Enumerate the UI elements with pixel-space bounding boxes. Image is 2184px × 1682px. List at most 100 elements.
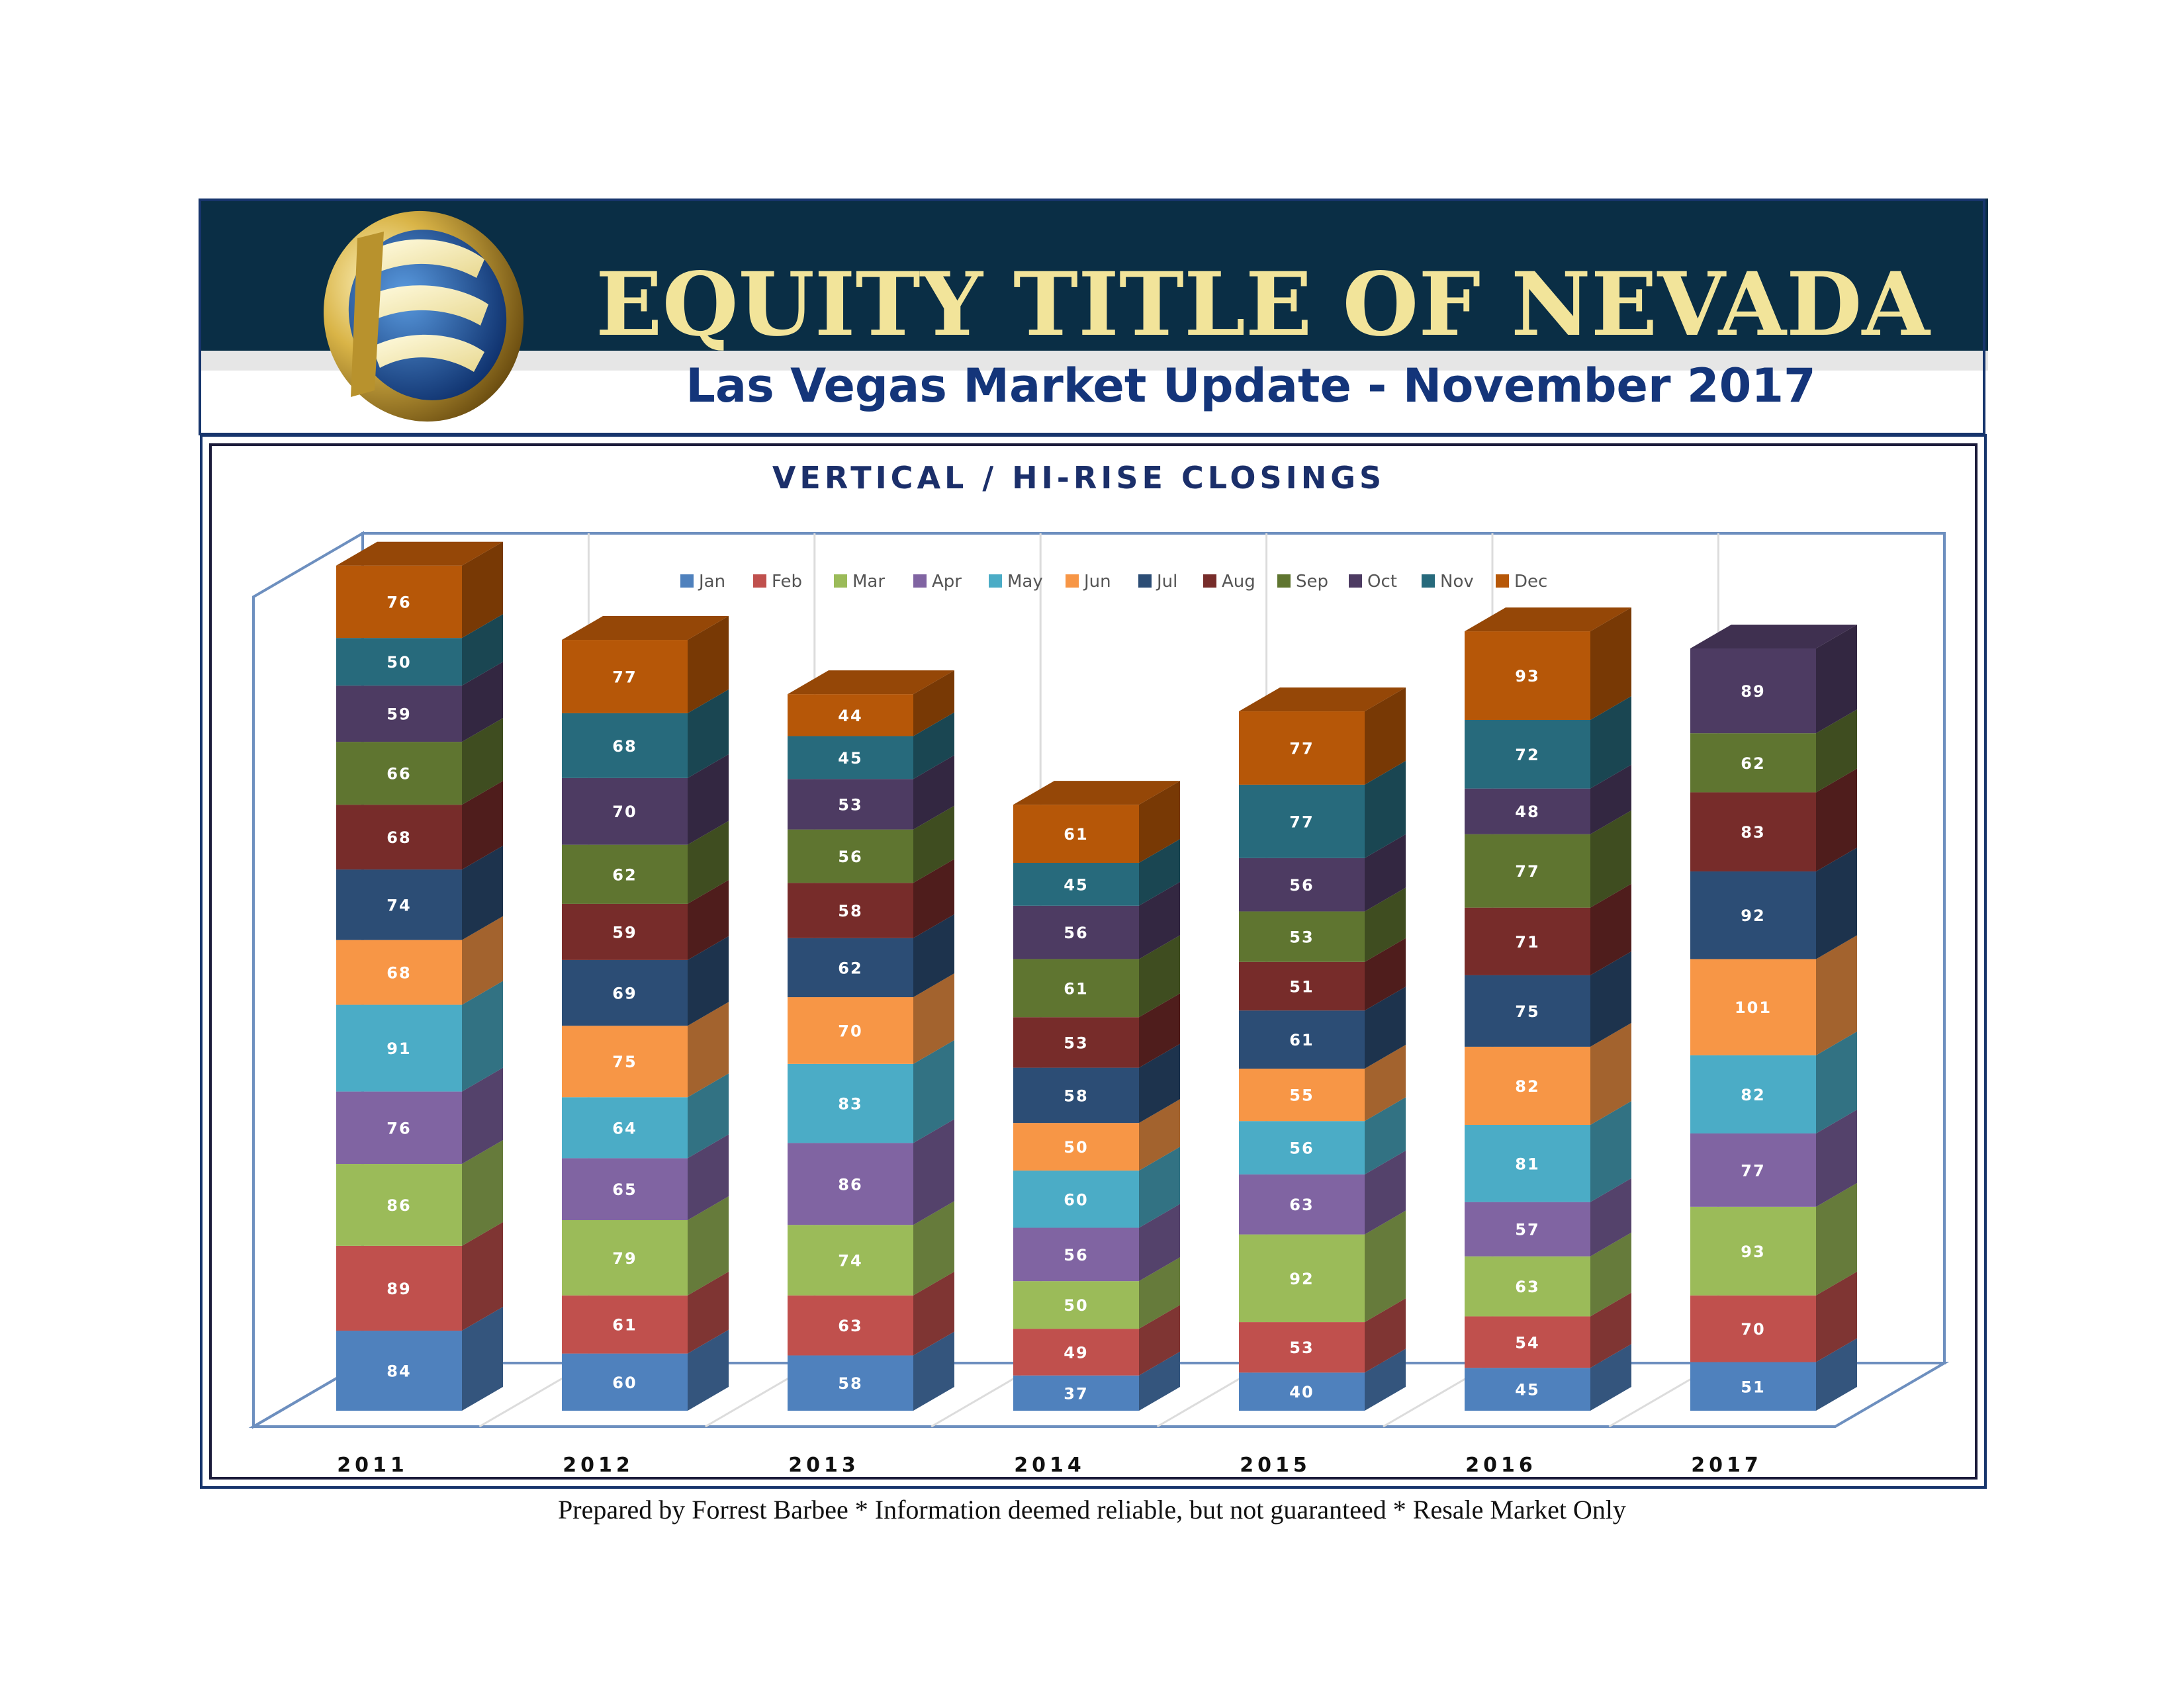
data-label: 37: [1064, 1384, 1088, 1403]
bar-segment-side: [913, 859, 954, 938]
bar-segment: [1239, 858, 1365, 912]
data-label: 56: [1289, 1139, 1314, 1158]
data-label: 62: [612, 865, 637, 884]
bar-segment: [336, 805, 462, 870]
data-label: 40: [1289, 1383, 1314, 1401]
bar-segment: [1239, 1322, 1365, 1373]
bar-segment: [562, 903, 688, 960]
bar-segment-side: [1816, 768, 1857, 871]
bar-segment-side: [688, 820, 729, 904]
data-label: 50: [387, 653, 411, 672]
bar-segment: [336, 638, 462, 686]
chart-bars: 84 89 86 76 91 68 74 68 66 59 50 76 60 61 79 65 64 75 69 59…: [336, 541, 1857, 1411]
data-label: 84: [387, 1362, 411, 1381]
bar-segment-side: [1139, 1204, 1180, 1282]
bar-segment: [788, 997, 913, 1064]
bar-segment: [1013, 805, 1139, 863]
legend-item: Jan: [680, 572, 725, 592]
legend-swatch: [913, 574, 927, 588]
bar-segment: [562, 1353, 688, 1411]
legend-label: Aug: [1222, 572, 1255, 592]
bar-segment: [1690, 959, 1816, 1055]
bar-segment: [1239, 1372, 1365, 1411]
bar-segment-side: [1365, 887, 1406, 962]
bar-segment: [1465, 1368, 1590, 1411]
legend-item: Dec: [1496, 572, 1547, 592]
x-tick-label: 2011: [337, 1454, 408, 1477]
data-label: 101: [1735, 998, 1772, 1017]
bar-segment: [788, 1225, 913, 1296]
data-label: 53: [1064, 1034, 1088, 1052]
bar-segment-side: [913, 1271, 954, 1356]
data-label: 93: [1741, 1243, 1765, 1261]
data-label: 93: [1515, 667, 1539, 686]
data-label: 74: [838, 1251, 862, 1270]
equity-title-logo-icon: [324, 210, 523, 422]
data-label: 83: [1741, 823, 1765, 842]
data-label: 56: [1064, 1246, 1088, 1264]
legend-label: Dec: [1514, 572, 1547, 592]
data-label: 83: [838, 1095, 862, 1114]
bar-segment: [1239, 1234, 1365, 1323]
bar-segment-side: [1365, 1298, 1406, 1373]
bar-segment-side: [1816, 847, 1857, 959]
bar-segment: [788, 694, 913, 736]
bar-segment-side: [462, 981, 503, 1092]
bar-segment-side: [1816, 1031, 1857, 1133]
data-label: 55: [1289, 1086, 1314, 1105]
bar-segment: [336, 1004, 462, 1092]
bar-segment-side: [1139, 1147, 1180, 1228]
bar-segment: [336, 686, 462, 742]
bar-segment-side: [913, 1040, 954, 1143]
bar-top: [1013, 781, 1180, 805]
bar-segment-side: [1139, 1043, 1180, 1124]
data-label: 75: [1515, 1002, 1539, 1021]
data-label: 72: [1515, 746, 1539, 764]
bar-segment-side: [1590, 607, 1631, 720]
bar-segment-side: [1365, 834, 1406, 912]
data-label: 81: [1515, 1155, 1539, 1173]
legend-item: Sep: [1277, 572, 1328, 592]
data-label: 63: [1515, 1278, 1539, 1296]
data-label: 58: [1064, 1086, 1088, 1105]
bar-segment: [1239, 1010, 1365, 1069]
bar-segment-side: [1816, 1109, 1857, 1207]
bar-segment-side: [688, 1073, 729, 1159]
data-label: 44: [838, 707, 862, 725]
chart-inner-frame: [209, 443, 1978, 1480]
legend-label: Oct: [1367, 572, 1397, 592]
bar-segment: [1690, 1055, 1816, 1133]
data-label: 56: [1064, 924, 1088, 942]
bar-segment-side: [688, 1271, 729, 1354]
bar-segment-side: [913, 712, 954, 779]
bar-segment-side: [462, 541, 503, 639]
bar-segment: [336, 1331, 462, 1411]
bar-column-2014: 37 49 50 56 60 50 58 53 61 56 45 61: [1013, 781, 1180, 1411]
legend-swatch: [1066, 574, 1079, 588]
bar-segment-side: [1365, 1097, 1406, 1174]
bar-segment: [562, 1220, 688, 1296]
bar-segment: [788, 883, 913, 938]
bar-segment-side: [913, 670, 954, 736]
legend-label: May: [1007, 572, 1043, 592]
legend-label: Mar: [852, 572, 885, 592]
data-label: 59: [612, 923, 637, 942]
bar-segment: [336, 1245, 462, 1331]
bar-segment-side: [1816, 1182, 1857, 1296]
bar-segment-side: [1365, 687, 1406, 785]
bar-segment: [788, 1295, 913, 1356]
data-label: 45: [1064, 875, 1088, 894]
data-label: 64: [612, 1119, 637, 1137]
bar-segment: [336, 742, 462, 805]
data-label: 75: [612, 1053, 637, 1071]
footer-note: Prepared by Forrest Barbee * Information…: [558, 1495, 1626, 1525]
bar-segment: [562, 1158, 688, 1220]
bar-segment: [1013, 905, 1139, 959]
data-label: 60: [1064, 1190, 1088, 1209]
legend-swatch: [1349, 574, 1362, 588]
bar-segment: [1690, 1295, 1816, 1362]
bar-segment: [1465, 720, 1590, 789]
legend-item: May: [989, 572, 1043, 592]
bar-segment: [562, 1097, 688, 1159]
bar-segment-side: [462, 718, 503, 805]
